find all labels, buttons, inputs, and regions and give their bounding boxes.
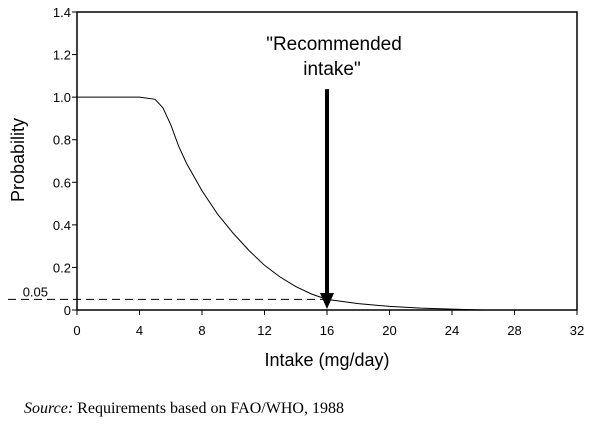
annotation-line-2: intake" xyxy=(303,59,360,80)
y-tick-label: 0 xyxy=(64,303,71,318)
x-tick-label: 12 xyxy=(257,323,271,338)
y-tick-label: 0.2 xyxy=(53,260,71,275)
x-axis-label: Intake (mg/day) xyxy=(264,350,389,370)
y-tick-label: 0.6 xyxy=(53,175,71,190)
x-tick-label: 16 xyxy=(320,323,334,338)
x-tick-label: 4 xyxy=(136,323,143,338)
source-label: Source: xyxy=(24,400,74,417)
source-text: Requirements based on FAO/WHO, 1988 xyxy=(73,400,344,417)
y-tick-label: 1.0 xyxy=(53,90,71,105)
chart: 0 4 8 12 16 20 24 28 32 0 0.2 0.4 0.6 0.8 1.0 1.2 1.4 0… xyxy=(8,5,584,370)
x-tick-group: 0 4 8 12 16 20 24 28 32 xyxy=(73,310,584,338)
arrow-head xyxy=(320,293,334,309)
source-note: Source: Requirements based on FAO/WHO, 1… xyxy=(24,400,344,418)
y-tick-label: 0.8 xyxy=(53,133,71,148)
x-tick-label: 20 xyxy=(382,323,396,338)
y-axis-label: Probability xyxy=(8,118,28,202)
y-tick-label-0-05: 0.05 xyxy=(23,284,48,299)
x-tick-label: 0 xyxy=(73,323,80,338)
y-tick-label: 0.4 xyxy=(53,218,71,233)
x-tick-label: 24 xyxy=(445,323,459,338)
x-tick-label: 28 xyxy=(507,323,521,338)
annotation-line-1: "Recommended xyxy=(266,34,402,55)
probability-curve xyxy=(77,96,484,311)
y-tick-label: 1.2 xyxy=(53,48,71,63)
y-tick-group: 0 0.2 0.4 0.6 0.8 1.0 1.2 1.4 xyxy=(53,5,77,318)
y-tick-label: 1.4 xyxy=(53,5,71,20)
x-tick-label: 8 xyxy=(198,323,205,338)
x-tick-label: 32 xyxy=(570,323,584,338)
